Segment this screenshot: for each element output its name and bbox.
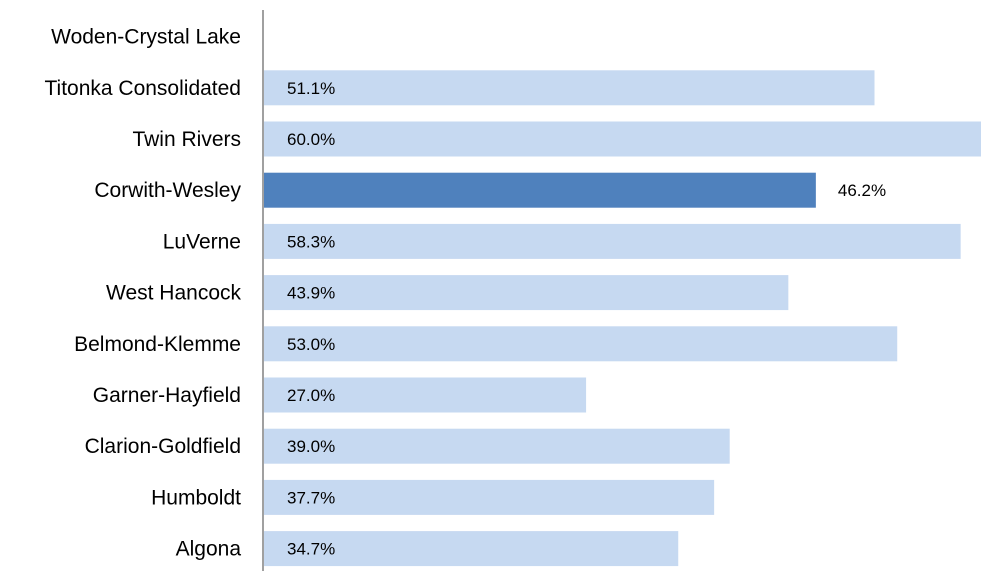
category-label-humboldt: Humboldt <box>151 486 241 509</box>
category-label-clarion-goldfield: Clarion-Goldfield <box>85 435 241 458</box>
data-label-humboldt: 37.7% <box>287 488 335 507</box>
data-label-west-hancock: 43.9% <box>287 284 335 303</box>
category-label-luverne: LuVerne <box>163 230 241 253</box>
bar-clarion-goldfield <box>264 428 730 464</box>
bar-belmond-klemme <box>264 326 898 362</box>
category-label-west-hancock: West Hancock <box>106 282 241 305</box>
data-label-twin-rivers: 60.0% <box>287 130 335 149</box>
data-label-titonka-consolidated: 51.1% <box>287 79 335 98</box>
category-label-corwith-wesley: Corwith-Wesley <box>94 179 241 202</box>
category-label-titonka-consolidated: Titonka Consolidated <box>44 77 241 100</box>
category-labels: Woden-Crystal Lake Titonka Consolidated Tw… <box>44 26 241 561</box>
data-label-belmond-klemme: 53.0% <box>287 335 335 354</box>
bar-humboldt <box>264 479 715 515</box>
bar-luverne <box>264 223 961 259</box>
data-label-clarion-goldfield: 39.0% <box>287 437 335 456</box>
data-label-luverne: 58.3% <box>287 232 335 251</box>
bar-twin-rivers <box>264 121 981 157</box>
bars <box>264 70 981 567</box>
data-label-algona: 34.7% <box>287 540 335 559</box>
bar-algona <box>264 531 679 567</box>
category-label-woden-crystal-lake: Woden-Crystal Lake <box>51 26 241 49</box>
bar-garner-hayfield <box>264 377 587 413</box>
bar-west-hancock <box>264 275 789 311</box>
data-label-garner-hayfield: 27.0% <box>287 386 335 405</box>
bar-titonka-consolidated <box>264 70 875 106</box>
data-label-corwith-wesley: 46.2% <box>838 181 886 200</box>
category-label-algona: Algona <box>176 538 242 561</box>
data-labels: 51.1% 60.0% 46.2% 58.3% 43.9% 53.0% 27.0% 39.0%… <box>287 79 886 559</box>
bar-corwith-wesley <box>264 172 816 208</box>
category-label-belmond-klemme: Belmond-Klemme <box>74 333 241 356</box>
category-label-garner-hayfield: Garner-Hayfield <box>93 384 241 407</box>
category-label-twin-rivers: Twin Rivers <box>132 128 241 151</box>
